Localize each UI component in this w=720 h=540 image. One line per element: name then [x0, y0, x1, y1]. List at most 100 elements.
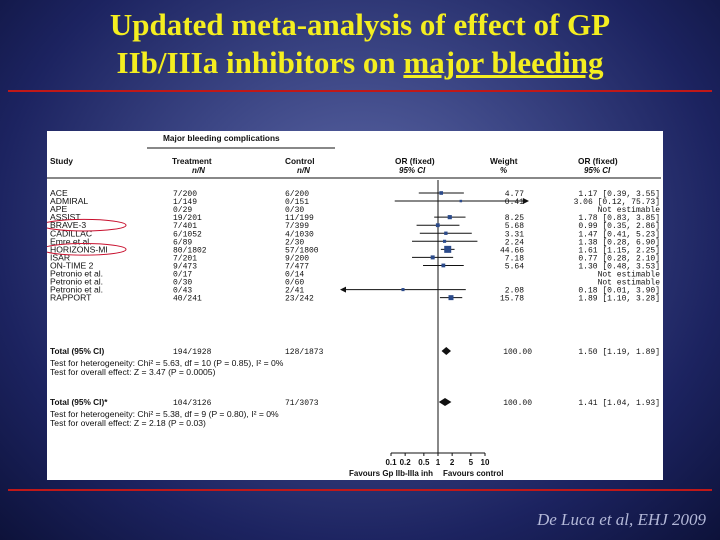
study-treatment: 19/201 — [173, 214, 202, 223]
study-name: BRAVE-3 — [50, 220, 86, 230]
header-weight: Weight — [490, 156, 518, 166]
bottom-red-rule — [8, 489, 712, 491]
favours-left-label: Favours Gp IIb-IIIa inh — [349, 469, 433, 478]
study-treatment: 9/473 — [173, 262, 197, 271]
total-treatment-1: 194/1928 — [173, 348, 212, 357]
study-point — [459, 199, 463, 203]
total-diamond-1 — [441, 347, 451, 355]
study-control: 23/242 — [285, 295, 314, 304]
x-tick-label: 5 — [469, 458, 474, 467]
header-control-nn: n/N — [297, 166, 310, 175]
study-or-ci: 1.61 [1.15, 2.25] — [578, 246, 660, 255]
study-control: 6/200 — [285, 190, 309, 199]
top-red-rule — [8, 90, 712, 92]
study-weight: 0.41 — [505, 198, 524, 207]
study-or-ci: 1.89 [1.10, 3.28] — [578, 295, 660, 304]
title-underlined-text: major bleeding — [403, 45, 604, 80]
study-or-ci: 0.99 [0.35, 2.86] — [578, 222, 660, 231]
study-treatment: 0/17 — [173, 271, 192, 280]
slide-title: Updated meta-analysis of effect of GP II… — [0, 6, 720, 82]
header-weight-unit: % — [500, 166, 507, 175]
study-or-ci: 1.17 [0.39, 3.55] — [578, 190, 660, 199]
study-name: Petronio et al. — [50, 269, 103, 279]
overall-effect-2: Test for overall effect: Z = 2.18 (P = 0… — [50, 418, 206, 428]
header-or-right-ci: 95% CI — [584, 166, 611, 175]
title-line-1: Updated meta-analysis of effect of GP — [109, 7, 611, 42]
study-name: RAPPORT — [50, 293, 92, 303]
study-treatment: 0/30 — [173, 279, 192, 288]
study-control: 2/41 — [285, 287, 304, 296]
study-point — [443, 239, 447, 243]
study-or-ci: 0.77 [0.28, 2.10] — [578, 254, 660, 263]
study-treatment: 1/149 — [173, 198, 197, 207]
study-control: 7/477 — [285, 262, 309, 271]
header-study: Study — [50, 156, 73, 166]
study-control: 9/200 — [285, 254, 309, 263]
header-control: Control — [285, 156, 315, 166]
ci-arrow-left — [340, 286, 346, 293]
study-weight: 5.68 — [505, 222, 524, 231]
forest-plot-svg: Major bleeding complications Study Treatme… — [47, 133, 661, 478]
highlight-ellipse — [47, 218, 127, 232]
study-treatment: 7/401 — [173, 222, 197, 231]
total-weight-2: 100.00 — [503, 399, 532, 408]
title-line-2: IIb/IIIa inhibitors on major bleeding — [0, 44, 720, 82]
study-control: 4/1030 — [285, 230, 314, 239]
study-or-ci: 1.30 [0.48, 3.53] — [578, 262, 660, 271]
study-control: 0/30 — [285, 206, 304, 215]
study-control: 0/151 — [285, 198, 309, 207]
study-name: ON-TIME 2 — [50, 260, 94, 270]
study-or-ci: Not estimable — [598, 206, 661, 215]
study-weight: 44.66 — [500, 246, 524, 255]
study-treatment: 7/200 — [173, 190, 197, 199]
total-weight-1: 100.00 — [503, 348, 532, 357]
total-or-ci-2: 1.41 [1.04, 1.93] — [578, 399, 660, 408]
total-treatment-2: 104/3126 — [173, 399, 212, 408]
study-point — [435, 223, 440, 228]
x-tick-label: 0.2 — [400, 458, 412, 467]
x-tick-label: 0.1 — [385, 458, 397, 467]
study-weight: 2.24 — [505, 238, 524, 247]
x-tick-label: 10 — [481, 458, 490, 467]
study-point — [444, 245, 452, 253]
study-name: ACE — [50, 188, 68, 198]
header-treatment: Treatment — [172, 156, 212, 166]
study-weight: 4.77 — [505, 190, 524, 199]
study-name: CADILLAC — [50, 228, 92, 238]
chart-title: Major bleeding complications — [163, 133, 280, 143]
study-name: ADMIRAL — [50, 196, 88, 206]
total-control-1: 128/1873 — [285, 348, 324, 357]
title-line-2-prefix: IIb/IIIa inhibitors on — [116, 45, 404, 80]
study-weight: 2.08 — [505, 287, 524, 296]
total-label-2: Total (95% CI)* — [50, 397, 108, 407]
study-point — [401, 288, 405, 292]
favours-right-label: Favours control — [443, 469, 503, 478]
x-tick-label: 1 — [436, 458, 441, 467]
header-or-ci: 95% CI — [399, 166, 426, 175]
header-or-right: OR (fixed) — [578, 156, 618, 166]
study-weight: 3.31 — [505, 230, 524, 239]
study-weight: 8.25 — [505, 214, 524, 223]
highlight-ellipse — [47, 243, 127, 256]
study-control: 0/14 — [285, 271, 304, 280]
study-point — [441, 263, 446, 268]
total-control-2: 71/3073 — [285, 399, 319, 408]
study-name: ASSIST — [50, 212, 81, 222]
heterogeneity-1: Test for heterogeneity: Chi² = 5.63, df … — [50, 358, 284, 368]
study-treatment: 6/1052 — [173, 230, 202, 239]
header-or: OR (fixed) — [395, 156, 435, 166]
study-control: 0/60 — [285, 279, 304, 288]
study-or-ci: Not estimable — [598, 271, 661, 280]
study-control: 7/399 — [285, 222, 309, 231]
study-treatment: 6/89 — [173, 238, 192, 247]
study-name: ISAR — [50, 252, 70, 262]
study-or-ci: 3.06 [0.12, 75.73] — [574, 198, 660, 207]
x-tick-label: 2 — [450, 458, 455, 467]
study-treatment: 0/43 — [173, 287, 192, 296]
study-name: APE — [50, 204, 67, 214]
x-tick-label: 0.5 — [418, 458, 430, 467]
study-name: Petronio et al. — [50, 277, 103, 287]
study-or-ci: 1.47 [0.41, 5.23] — [578, 230, 660, 239]
study-point — [439, 191, 444, 195]
study-control: 11/199 — [285, 214, 314, 223]
